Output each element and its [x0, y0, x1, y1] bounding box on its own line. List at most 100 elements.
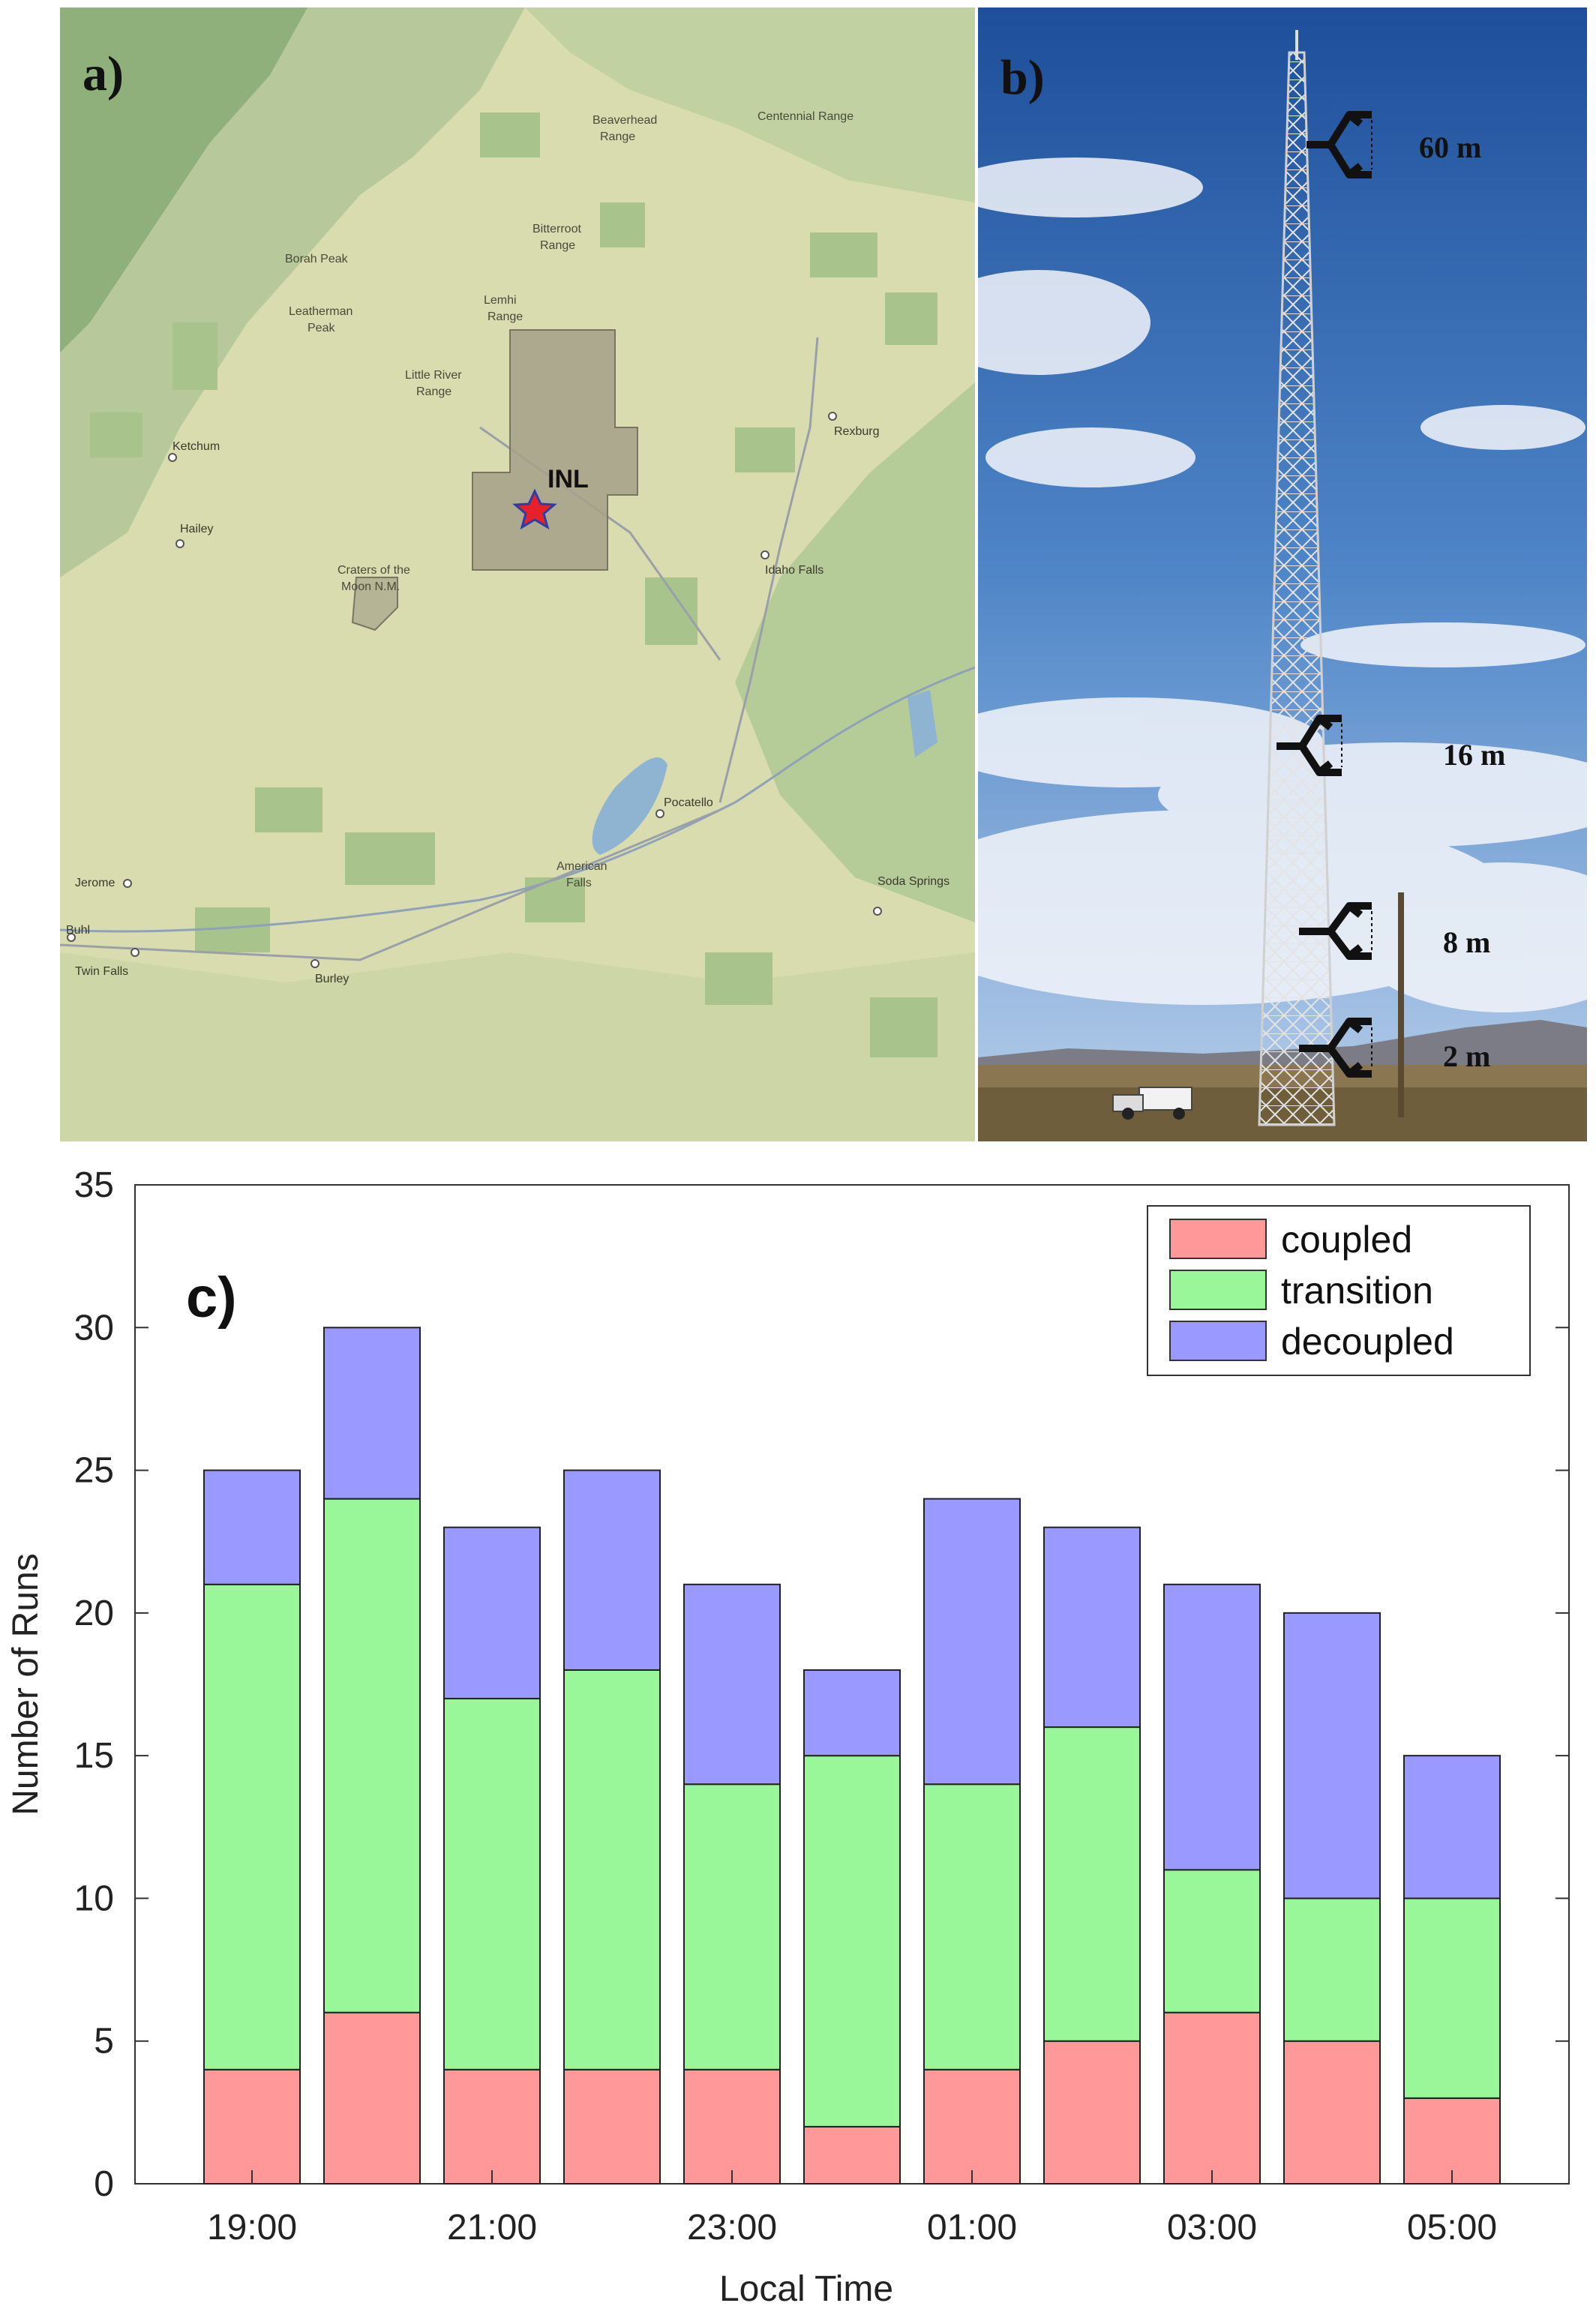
bar-coupled-4: [683, 2068, 781, 2185]
y-tick-label-20: 20: [74, 1594, 114, 1633]
lemhi-label: Lemhi: [484, 294, 517, 307]
bar-transition-3: [563, 1669, 661, 2071]
svg-text:Hailey: Hailey: [180, 523, 213, 535]
y-tick-label-25: 25: [74, 1451, 114, 1491]
american-falls-label: American: [556, 860, 608, 873]
y-axis: 0 5 10 15 20 25 30 35: [74, 1165, 1569, 2204]
mountain-terrain-east: [735, 382, 975, 922]
bar-transition-6: [923, 1783, 1021, 2071]
legend-label-coupled: coupled: [1281, 1219, 1412, 1261]
sensor-60m: 60 m: [1306, 111, 1481, 178]
legend-swatch-decoupled: [1169, 1321, 1267, 1361]
clouds: [978, 157, 1587, 1012]
place-idaho-falls: Idaho Falls: [760, 550, 824, 577]
legend-swatch-coupled: [1169, 1219, 1267, 1259]
bar-transition-8: [1163, 1869, 1261, 2014]
bar-coupled-1: [323, 2011, 421, 2185]
inl-site-area: [472, 329, 638, 571]
bar-transition-9: [1283, 1897, 1381, 2042]
bar-coupled-5: [803, 2125, 901, 2185]
bar-coupled-8: [1163, 2011, 1261, 2185]
snake-river: [60, 666, 975, 933]
bar-decoupled-0: [203, 1469, 301, 1585]
highway-84: [60, 808, 721, 961]
american-falls-reservoir: [592, 757, 668, 855]
height-label-16m: 16 m: [1443, 738, 1505, 772]
x-tick-label-5: 05:00: [1407, 2208, 1497, 2248]
place-jerome: Jerome: [75, 877, 132, 889]
inl-label: INL: [548, 465, 589, 493]
craters-area: [351, 577, 398, 631]
x-axis-title: Local Time: [719, 2269, 893, 2306]
panel-b-letter: b): [1000, 50, 1045, 105]
legend-label-transition: transition: [1281, 1270, 1433, 1312]
map-panel: INL Borah Peak Leatherman Peak Little Ri…: [60, 7, 975, 1141]
bar-decoupled-3: [563, 1469, 661, 1671]
bitterroot-label: Bitterroot: [532, 223, 581, 235]
leatherman-label: Leatherman: [289, 305, 352, 318]
place-pocatello: Pocatello: [656, 796, 713, 818]
height-label-2m: 2 m: [1443, 1039, 1490, 1073]
x-tick-label-3: 01:00: [927, 2208, 1017, 2248]
bar-coupled-3: [563, 2068, 661, 2185]
place-ketchum: Ketchum: [168, 440, 220, 462]
sensor-8m: 8 m: [1299, 902, 1490, 960]
place-soda-springs: Soda Springs: [873, 875, 950, 916]
bar-decoupled-6: [923, 1498, 1021, 1786]
place-rexburg: Rexburg: [828, 412, 879, 438]
x-tick-label-1: 21:00: [447, 2208, 537, 2248]
svg-text:Jerome: Jerome: [75, 877, 115, 889]
place-buhl: Buhl: [66, 924, 90, 942]
bar-transition-4: [683, 1783, 781, 2071]
bar-transition-10: [1403, 1897, 1501, 2099]
forest-patches: [90, 112, 938, 1057]
svg-text:Idaho Falls: Idaho Falls: [765, 564, 824, 577]
svg-text:Pocatello: Pocatello: [664, 796, 713, 809]
bar-coupled-0: [203, 2068, 301, 2185]
bar-coupled-6: [923, 2068, 1021, 2185]
sensor-2m: 2 m: [1299, 1018, 1490, 1078]
svg-text:Burley: Burley: [315, 973, 349, 985]
little-river-label: Little River: [405, 369, 462, 382]
chart-panel: 0 5 10 15 20 25 30 35 19:00 21:00 23:00 01:00 03:00…: [0, 1146, 1596, 2306]
height-label-60m: 60 m: [1419, 130, 1481, 164]
terrain-south: [60, 952, 975, 1141]
svg-text:Rexburg: Rexburg: [834, 425, 879, 438]
bar-decoupled-1: [323, 1327, 421, 1500]
svg-text:Twin Falls: Twin Falls: [75, 965, 128, 978]
place-twin-falls: Twin Falls: [75, 948, 140, 978]
x-axis: 19:00 21:00 23:00 01:00 03:00 05:00: [207, 2170, 1497, 2248]
little-river-label-2: Range: [416, 385, 452, 398]
y-tick-label-35: 35: [74, 1165, 114, 1205]
centennial-label: Centennial Range: [758, 110, 854, 123]
bar-decoupled-5: [803, 1669, 901, 1757]
bar-decoupled-7: [1043, 1526, 1141, 1729]
bar-transition-0: [203, 1583, 301, 2071]
inl-star-icon: [512, 488, 557, 530]
bitterroot-label-2: Range: [540, 239, 575, 252]
place-burley: Burley: [310, 959, 349, 985]
bar-decoupled-9: [1283, 1612, 1381, 1900]
svg-text:Soda Springs: Soda Springs: [878, 875, 950, 888]
map-image: INL Borah Peak Leatherman Peak Little Ri…: [60, 7, 975, 1141]
panel-a-letter: a): [82, 46, 124, 101]
y-tick-label-30: 30: [74, 1308, 114, 1348]
bar-coupled-7: [1043, 2040, 1141, 2185]
meteorological-tower: [1258, 51, 1336, 1126]
legend-label-decoupled: decoupled: [1281, 1321, 1454, 1363]
panel-c-letter: c): [186, 1266, 237, 1330]
bar-transition-5: [803, 1755, 901, 2128]
bar-transition-1: [323, 1498, 421, 2014]
leatherman-label-2: Peak: [308, 322, 335, 334]
sensor-16m: 16 m: [1276, 715, 1505, 776]
y-axis-title: Number of Runs: [6, 1553, 46, 1815]
bar-decoupled-2: [443, 1526, 541, 1700]
y-tick-label-0: 0: [94, 2164, 114, 2204]
beaverhead-label: Beaverhead: [592, 114, 657, 127]
x-tick-label-4: 03:00: [1167, 2208, 1257, 2248]
x-tick-label-2: 23:00: [687, 2208, 777, 2248]
american-falls-label-2: Falls: [566, 877, 592, 889]
distant-mountains: [978, 1020, 1587, 1072]
place-hailey: Hailey: [176, 523, 213, 548]
legend-swatch-transition: [1169, 1270, 1267, 1310]
